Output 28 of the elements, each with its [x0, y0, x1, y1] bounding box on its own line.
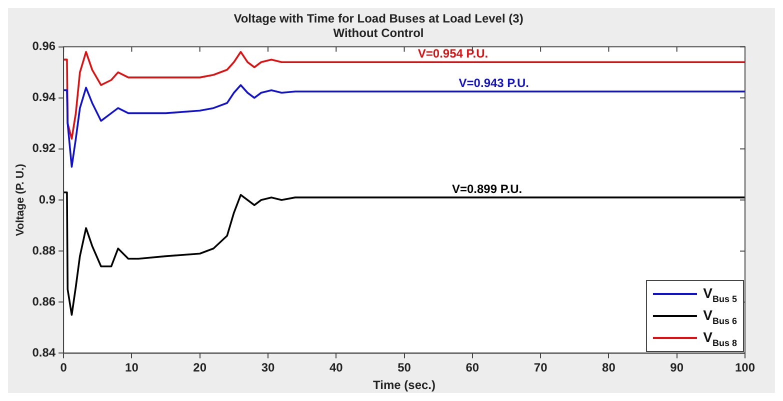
- x-tick-label: 30: [261, 360, 275, 375]
- chart-title: Voltage with Time for Load Buses at Load Level (3): [234, 12, 524, 26]
- y-tick-label: 0.84: [32, 346, 56, 360]
- x-tick-label: 70: [534, 360, 548, 375]
- x-tick-label: 20: [193, 360, 207, 375]
- x-tick-label: 60: [466, 360, 480, 375]
- y-tick-label: 0.9: [38, 192, 56, 206]
- x-tick-label: 50: [398, 360, 412, 375]
- annotation: V=0.943 P.U.: [458, 76, 529, 90]
- y-tick-label: 0.94: [32, 90, 56, 104]
- y-axis-title: Voltage (P. U.): [14, 164, 27, 236]
- x-tick-label: 90: [670, 360, 684, 375]
- legend-label: V$_{Bus 5}$: [703, 284, 737, 304]
- legend-label: V$_{Bus 6}$: [703, 306, 737, 326]
- x-tick-label: 40: [329, 360, 344, 375]
- legend-label: V$_{Bus 8}$: [703, 328, 737, 348]
- y-tick-label: 0.88: [32, 243, 56, 258]
- x-tick-label: 0: [60, 360, 68, 375]
- chart-subtitle: Without Control: [333, 26, 424, 40]
- y-tick-label: 0.96: [32, 39, 56, 54]
- x-tick-label: 10: [125, 360, 139, 375]
- annotation: V=0.899 P.U.: [452, 182, 522, 196]
- x-tick-label: 80: [602, 360, 616, 375]
- x-tick-label: 100: [734, 360, 756, 375]
- annotation: V=0.954 P.U.: [418, 46, 488, 60]
- x-axis-title: Time (sec.): [373, 378, 436, 392]
- y-tick-label: 0.86: [32, 294, 56, 308]
- y-tick-label: 0.92: [32, 141, 56, 156]
